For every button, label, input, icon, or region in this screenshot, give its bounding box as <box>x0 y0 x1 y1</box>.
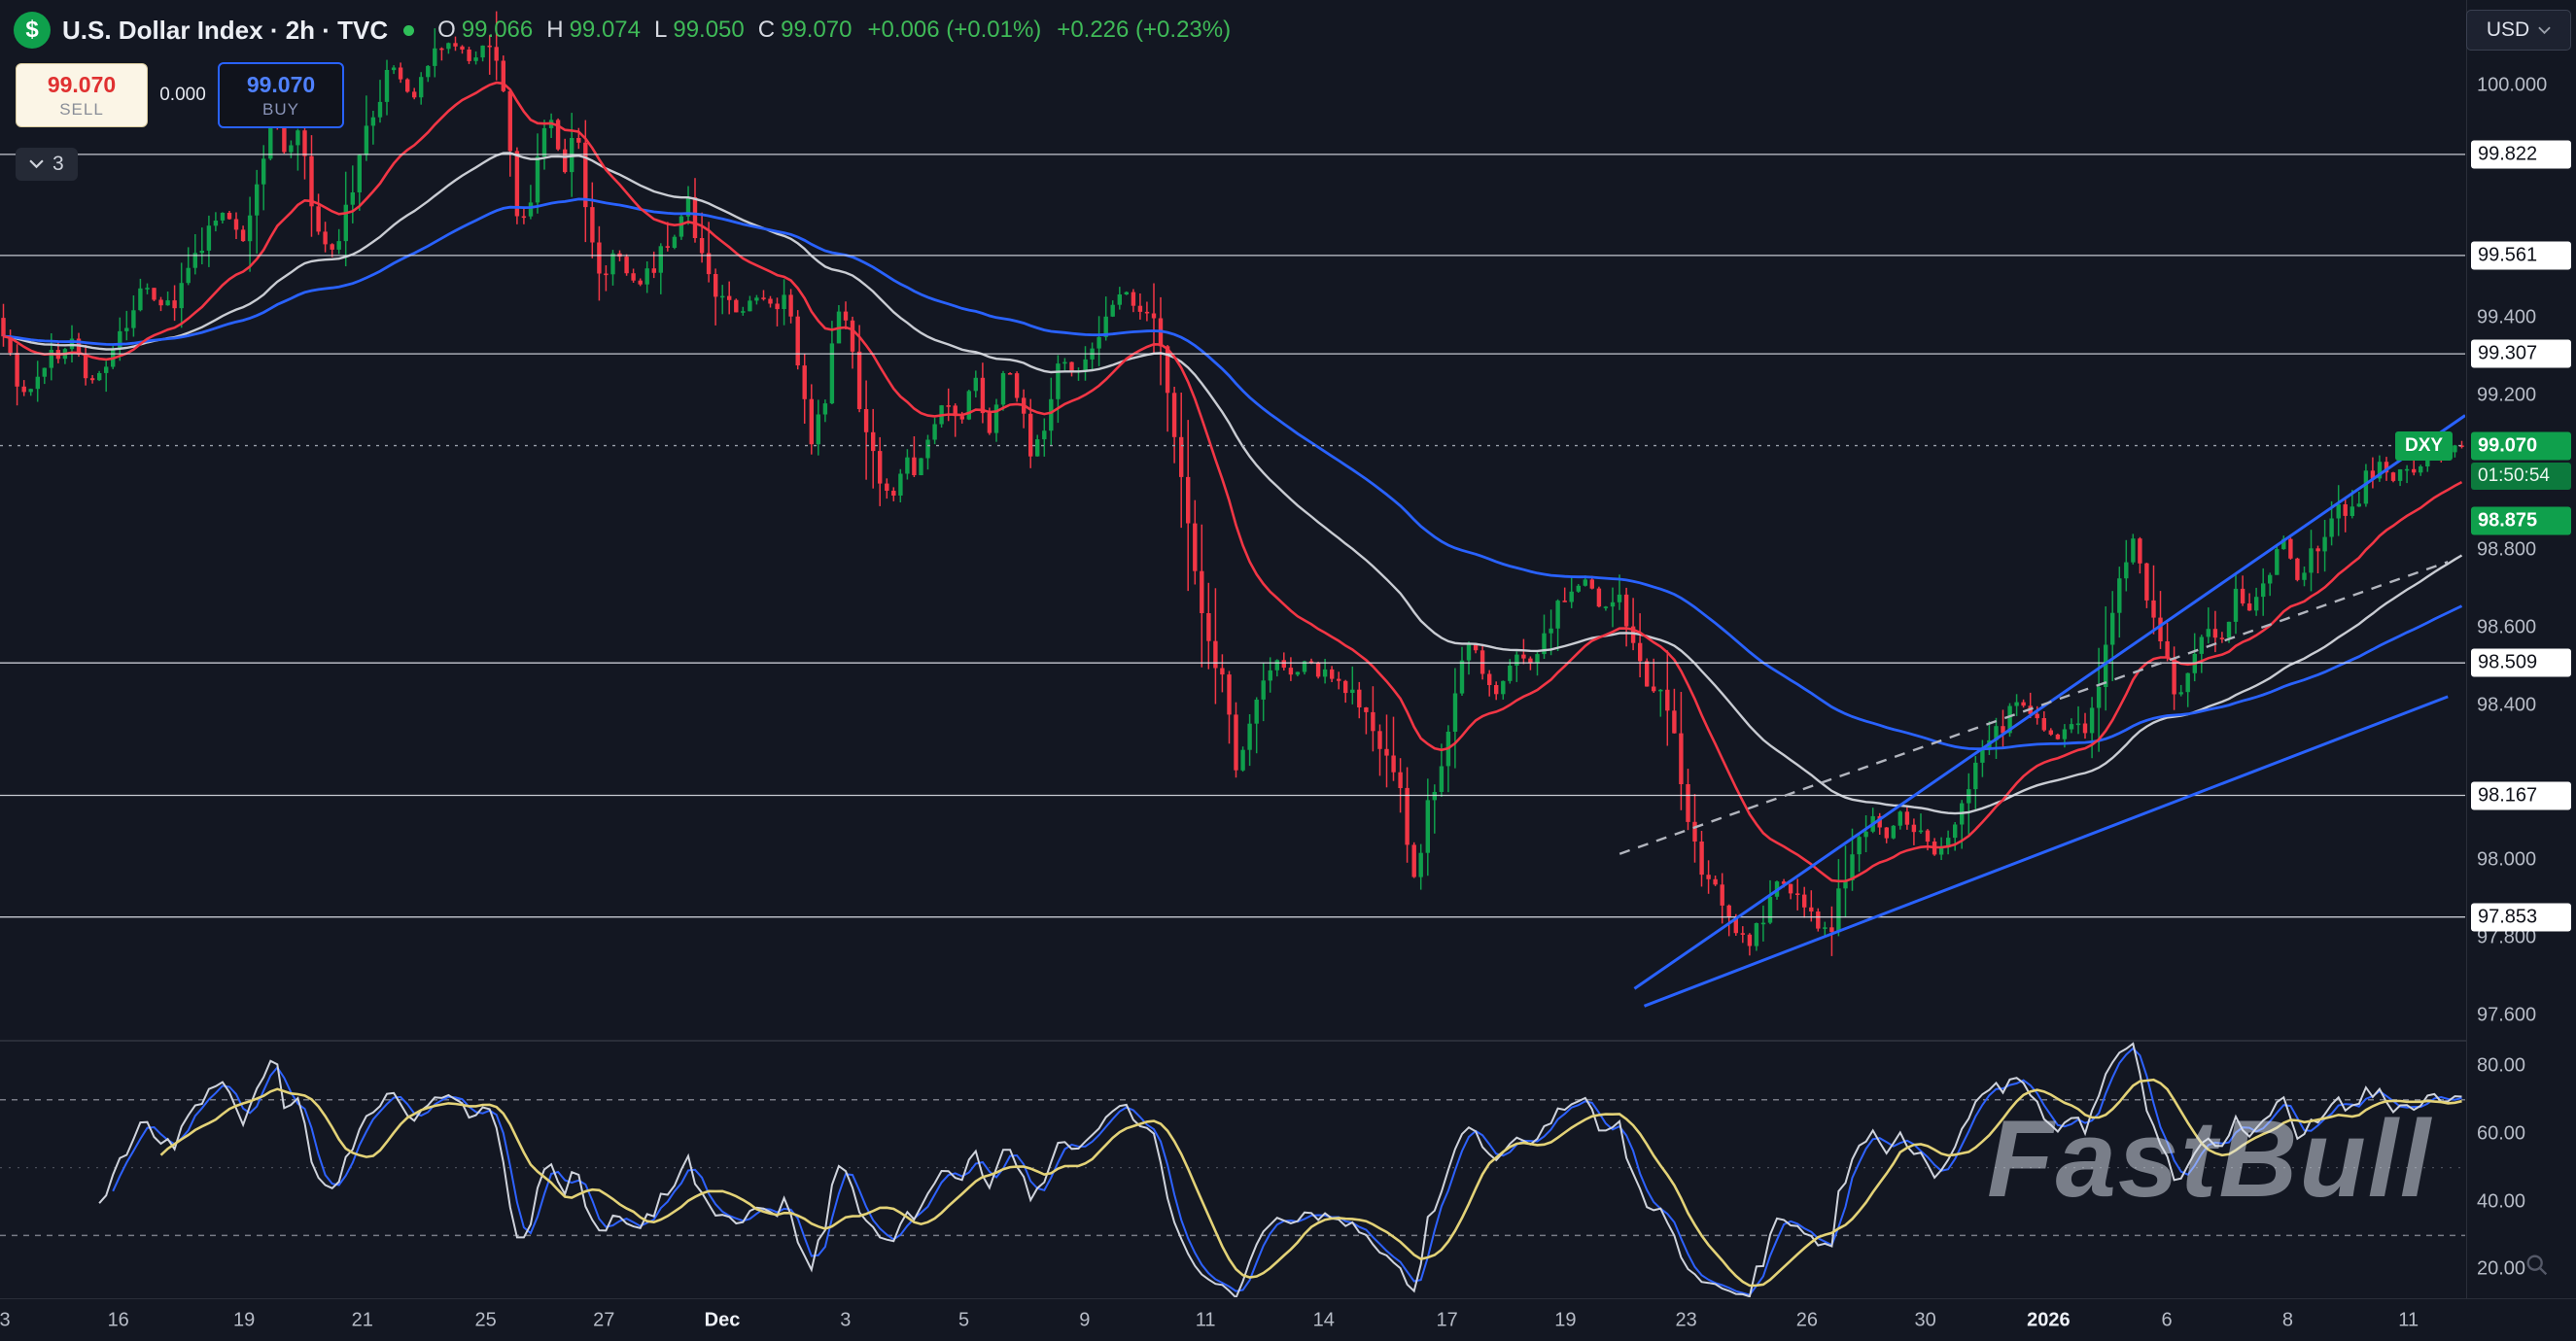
trendline <box>1643 695 2449 1008</box>
price-axis-tick: 98.000 <box>2477 848 2537 871</box>
dollar-icon[interactable]: $ <box>14 12 51 49</box>
buy-button[interactable]: 99.070 BUY <box>218 62 344 128</box>
countdown-label: 01:50:54 <box>2471 462 2571 490</box>
close-label: C <box>757 17 776 43</box>
chevron-down-icon <box>29 159 44 169</box>
watermark: FastBull <box>1987 1098 2432 1220</box>
price-axis-tick: 97.800 <box>2477 926 2537 948</box>
time-axis-label: 19 <box>1554 1309 1577 1331</box>
low-label: L <box>653 17 668 43</box>
price-axis-tick: 98.800 <box>2477 538 2537 561</box>
candles-layer <box>1 11 2464 956</box>
high-label: H <box>546 17 564 43</box>
time-axis-label: 6 <box>2161 1309 2173 1331</box>
time-axis-label: 25 <box>474 1309 497 1331</box>
time-axis-label: 14 <box>1312 1309 1335 1331</box>
price-level-label: 97.853 <box>2471 903 2571 932</box>
chart-title[interactable]: U.S. Dollar Index · 2h · TVC <box>62 15 389 45</box>
sell-label: SELL <box>59 99 104 119</box>
objects-tree-toggle[interactable]: 3 <box>16 148 78 181</box>
position-price-label: 98.875 <box>2471 506 2571 535</box>
price-level-label: 99.561 <box>2471 241 2571 270</box>
open-label: O <box>437 17 456 43</box>
ema-slow-gray-line <box>3 152 2463 815</box>
currency-selector[interactable]: USD <box>2466 10 2571 51</box>
close-value: 99.070 <box>781 17 853 43</box>
time-axis-label: Dec <box>704 1309 741 1331</box>
time-axis-label: 19 <box>232 1309 256 1331</box>
indicator-axis-tick: 60.00 <box>2477 1122 2526 1145</box>
indicator-axis-tick: 20.00 <box>2477 1257 2526 1280</box>
ema-slower-blue-line <box>3 197 2463 751</box>
price-axis[interactable]: 100.000 99.400 99.200 98.800 98.600 98.400 98.… <box>2466 0 2576 1298</box>
time-axis-label: 30 <box>1914 1309 1936 1331</box>
sell-button[interactable]: 99.070 SELL <box>16 63 148 127</box>
price-level-label: 99.307 <box>2471 339 2571 368</box>
price-level-label: 98.167 <box>2471 781 2571 809</box>
price-level-label: 98.509 <box>2471 648 2571 677</box>
objects-count: 3 <box>52 153 64 175</box>
price-level-label: 99.822 <box>2471 140 2571 169</box>
buy-label: BUY <box>262 99 299 119</box>
rsi-line <box>98 1042 2462 1297</box>
dollar-glyph: $ <box>25 17 39 43</box>
price-axis-tick: 100.000 <box>2477 74 2548 96</box>
time-axis-label: 11 <box>2398 1309 2419 1331</box>
price-axis-tick: 99.400 <box>2477 306 2537 328</box>
time-axis-label: 8 <box>2281 1309 2293 1331</box>
chart-header: $ U.S. Dollar Index · 2h · TVC O 99.066 H… <box>14 12 1231 49</box>
time-axis-label: 11 <box>1195 1309 1216 1331</box>
bar-change-value: +0.006 (+0.01%) <box>867 17 1042 43</box>
price-axis-tick: 98.400 <box>2477 694 2537 716</box>
spread-value: 0.000 <box>159 85 206 105</box>
price-axis-tick: 98.600 <box>2477 616 2537 638</box>
low-value: 99.050 <box>673 17 745 43</box>
indicator-axis-tick: 80.00 <box>2477 1054 2526 1077</box>
time-axis-label: 9 <box>1079 1309 1091 1331</box>
time-axis-label: 21 <box>351 1309 373 1331</box>
high-value: 99.074 <box>569 17 641 43</box>
time-axis-label: 27 <box>593 1309 615 1331</box>
price-axis-tick: 99.200 <box>2477 384 2537 406</box>
rsi-fast-line <box>112 1047 2462 1296</box>
time-axis-label: 23 <box>1675 1309 1697 1331</box>
buy-price: 99.070 <box>246 71 316 97</box>
order-panel: 99.070 SELL 0.000 99.070 BUY <box>16 62 344 128</box>
ema-fast-red-line <box>3 81 2463 883</box>
session-change-value: +0.226 (+0.23%) <box>1057 17 1232 43</box>
time-axis-label: 26 <box>1795 1309 1819 1331</box>
realtime-dot-icon <box>403 24 415 36</box>
magnifier-icon[interactable] <box>2524 1252 2551 1284</box>
open-value: 99.066 <box>461 17 534 43</box>
time-axis-label: 2026 <box>2027 1309 2071 1331</box>
price-axis-tick: 97.600 <box>2477 1004 2537 1025</box>
last-price-label: 99.070 <box>2471 431 2571 461</box>
trendline <box>1619 561 2449 855</box>
sell-price: 99.070 <box>47 71 117 97</box>
symbol-price-tag: DXY <box>2395 430 2454 461</box>
time-axis-label: 17 <box>1436 1309 1458 1331</box>
currency-value: USD <box>2486 18 2530 41</box>
ohlc-readout: O 99.066 H 99.074 L 99.050 C 99.070 +0.006 (… <box>430 17 1231 44</box>
time-axis-label: 16 <box>107 1309 129 1331</box>
rsi-smooth-line <box>159 1078 2462 1288</box>
time-axis-label: 3 <box>840 1309 852 1331</box>
time-axis-label: 5 <box>958 1309 970 1331</box>
chevron-down-icon <box>2538 26 2551 34</box>
time-axis-label: 3 <box>0 1309 11 1331</box>
indicator-axis-tick: 40.00 <box>2477 1190 2526 1212</box>
time-axis[interactable]: 3 16 19 21 25 27 Dec 3 5 9 11 14 17 19 23 26 30 2026 6 8 11 <box>0 1298 2576 1341</box>
